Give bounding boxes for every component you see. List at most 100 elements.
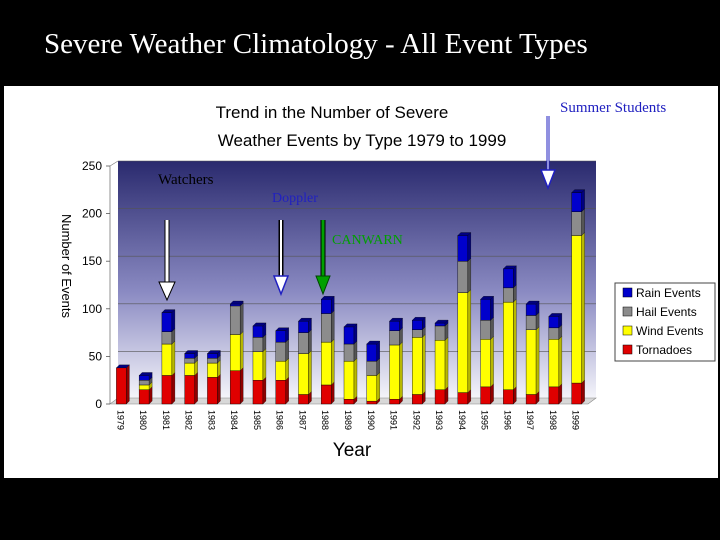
bar-tornadoes-1983: [207, 373, 221, 405]
bar-tornadoes-1986: [275, 376, 289, 405]
chart-title-line2: Weather Events by Type 1979 to 1999: [218, 131, 507, 150]
canwarn-annotation: CANWARN: [332, 233, 403, 248]
legend-label: Wind Events: [636, 324, 703, 338]
y-tick-label: 0: [95, 397, 102, 411]
bar-rain-events-1991: [389, 317, 403, 332]
y-tick-label: 50: [89, 349, 103, 363]
bar-tornadoes-1998: [548, 383, 563, 405]
bar-hail-events-1984: [229, 302, 244, 335]
x-tick-label: 1981: [161, 410, 171, 430]
x-tick-label: 1991: [389, 410, 399, 430]
bar-top-1986: [275, 327, 290, 331]
bar-top-1982: [184, 350, 199, 354]
bar-wind-events-1986: [275, 357, 289, 381]
bars: [116, 189, 585, 405]
watchers-arrow: [158, 220, 176, 302]
bar-top-1984: [229, 300, 244, 305]
bar-hail-events-1986: [275, 338, 289, 362]
bar-top-1985: [252, 322, 267, 327]
bar-top-1989: [343, 323, 358, 328]
x-tick-label: 1999: [571, 410, 581, 430]
y-axis-top: [109, 160, 119, 167]
bar-top-1987: [298, 318, 312, 322]
legend-swatch: [622, 325, 633, 336]
bar-rain-events-1999: [571, 189, 585, 213]
chart: 0 50 100 150 200 250 1979 1980 1981 1982 1983 1984…: [59, 100, 716, 461]
bar-tornadoes-1994: [457, 389, 471, 405]
doppler-annotation: Doppler: [272, 191, 318, 206]
doppler-arrow: [272, 220, 290, 297]
summer-students-annotation: Summer Students: [560, 100, 666, 116]
y-tick-label: 100: [82, 302, 102, 316]
x-tick-label: 1994: [457, 410, 467, 430]
slide-title: Severe Weather Climatology - All Event T…: [44, 28, 588, 60]
bar-hail-events-1999: [571, 208, 585, 236]
bar-tornadoes-1984: [229, 367, 244, 405]
chart-panel: 0 50 100 150 200 250 1979 1980 1981 1982 1983 1984…: [4, 86, 718, 478]
y-tick-label: 150: [82, 254, 102, 268]
bar-hail-events-1985: [252, 333, 267, 353]
bar-rain-events-1990: [366, 340, 380, 362]
bar-wind-events-1985: [252, 348, 267, 381]
bar-top-1991: [389, 318, 403, 322]
bar-top-1988: [320, 296, 335, 300]
y-tick-label: 250: [82, 159, 102, 173]
x-tick-label: 1990: [366, 410, 376, 430]
bar-hail-events-1993: [434, 322, 449, 341]
y-axis-label: Number of Events: [59, 214, 74, 319]
x-tick-label: 1985: [252, 410, 262, 430]
x-tick-labels: 1979 1980 1981 1982 1983 1984 1985 1986 1987 1988…: [115, 410, 580, 430]
summer-students-arrow: [539, 116, 557, 191]
legend-swatch: [622, 344, 633, 355]
bar-wind-events-1997: [525, 326, 540, 395]
bar-rain-events-1989: [343, 323, 358, 345]
x-tick-label: 1997: [525, 410, 535, 430]
x-tick-label: 1984: [229, 410, 239, 430]
bar-top-1980: [138, 372, 153, 376]
bar-wind-events-1998: [548, 335, 563, 388]
bar-wind-events-1999: [571, 232, 585, 384]
bar-top-1999: [571, 189, 585, 193]
bar-top-1990: [366, 340, 381, 345]
bar-tornadoes-1999: [571, 379, 585, 405]
bar-top-1983: [207, 350, 221, 354]
bar-wind-events-1992: [412, 333, 426, 395]
bar-wind-events-1993: [434, 336, 449, 391]
x-tick-label: 1993: [434, 410, 444, 430]
canwarn-arrow: [315, 220, 331, 296]
bar-rain-events-1994: [457, 232, 471, 262]
bar-wind-events-1983: [207, 359, 221, 378]
bar-tornadoes-1979: [116, 364, 130, 405]
watchers-annotation: Watchers: [158, 172, 214, 188]
bar-wind-events-1989: [343, 357, 358, 400]
y-tick-label: 200: [82, 207, 102, 221]
bar-top-1992: [411, 317, 426, 321]
bar-tornadoes-1988: [321, 381, 335, 405]
bar-top-1995: [480, 296, 494, 300]
x-tick-label: 1996: [502, 410, 512, 430]
bar-wind-events-1987: [298, 350, 312, 395]
bar-top-1993: [434, 319, 449, 324]
bar-top-1997: [525, 300, 540, 305]
x-axis-label: Year: [333, 440, 372, 461]
bar-tornadoes-1981: [161, 372, 176, 405]
bar-rain-events-1995: [480, 295, 494, 321]
bar-top-1998: [548, 313, 563, 317]
chart-title-line1: Trend in the Number of Severe: [216, 103, 449, 122]
legend-label: Tornadoes: [636, 343, 692, 357]
bar-wind-events-1994: [457, 289, 471, 393]
bar-rain-events-1996: [503, 265, 517, 289]
x-tick-label: 1992: [411, 410, 421, 430]
bar-top-1979: [116, 364, 130, 368]
x-tick-label: 1998: [548, 410, 558, 430]
x-tick-label: 1988: [320, 410, 330, 430]
bar-top-1981: [161, 309, 176, 313]
bar-hail-events-1995: [480, 316, 494, 340]
bar-tornadoes-1985: [252, 376, 267, 405]
bar-hail-events-1988: [321, 310, 335, 343]
bar-hail-events-1994: [457, 257, 471, 293]
bar-rain-events-1981: [161, 309, 176, 333]
y-tick-labels: 0 50 100 150 200 250: [82, 159, 110, 411]
x-tick-label: 1986: [275, 410, 285, 430]
bar-hail-events-1987: [298, 329, 312, 354]
